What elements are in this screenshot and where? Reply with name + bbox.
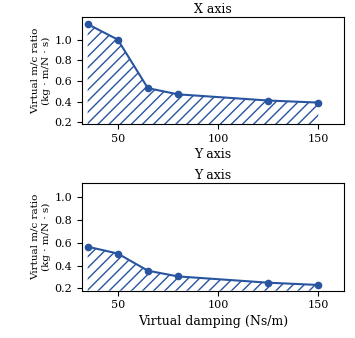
Polygon shape bbox=[88, 247, 318, 291]
Y-axis label: Virtual m/c ratio
(kg · m/N · s): Virtual m/c ratio (kg · m/N · s) bbox=[31, 194, 51, 280]
X-axis label: Virtual damping (Ns/m): Virtual damping (Ns/m) bbox=[138, 315, 288, 328]
Title: Y axis: Y axis bbox=[195, 169, 231, 182]
X-axis label: Y axis: Y axis bbox=[195, 148, 231, 161]
Y-axis label: Virtual m/c ratio
(kg · m/N · s): Virtual m/c ratio (kg · m/N · s) bbox=[31, 27, 51, 114]
Title: X axis: X axis bbox=[194, 3, 232, 16]
Polygon shape bbox=[88, 24, 318, 124]
